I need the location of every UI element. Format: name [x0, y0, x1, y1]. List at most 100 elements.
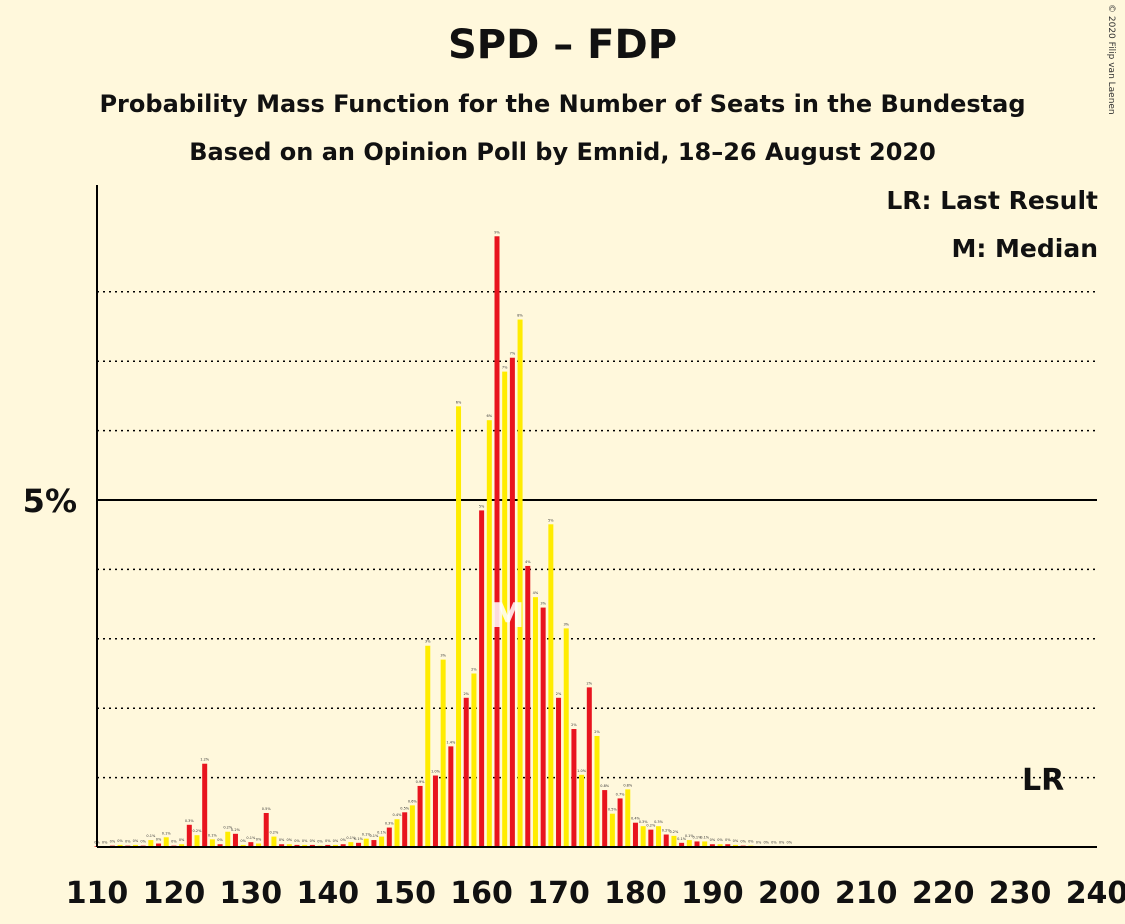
bar	[394, 819, 400, 847]
bar-value-label: 0%	[171, 840, 177, 844]
bar	[586, 687, 592, 847]
bar	[256, 843, 262, 847]
bar	[702, 841, 708, 847]
bar-value-label: 0.3%	[185, 819, 195, 823]
bar	[232, 833, 238, 847]
bar-value-label: 6%	[456, 400, 462, 404]
bar	[148, 840, 154, 847]
bar-value-label: 0%	[740, 840, 746, 844]
median-marker: M	[491, 596, 525, 636]
bar-value-label: 2%	[571, 723, 577, 727]
chart-subtitle-source: Based on an Opinion Poll by Emnid, 18–26…	[189, 138, 936, 166]
x-tick-label: 110	[66, 876, 129, 911]
bar	[594, 735, 600, 847]
bar	[209, 839, 215, 847]
bar-value-label: 0%	[240, 839, 246, 843]
bar-value-label: 0%	[133, 839, 139, 843]
bar-value-label: 0%	[748, 840, 754, 844]
bar-value-label: 0.1%	[246, 836, 256, 840]
bar-value-label: 0%	[140, 840, 146, 844]
bar-value-label: 0.2%	[662, 829, 672, 833]
bar	[432, 775, 438, 847]
bar	[425, 645, 431, 847]
bar	[440, 659, 446, 847]
bar	[340, 844, 346, 847]
bar	[463, 697, 469, 847]
bar-value-label: 4%	[533, 591, 539, 595]
bar-value-label: 0.1%	[369, 834, 379, 838]
bar-value-label: 0%	[156, 838, 162, 842]
bar-value-label: 0.1%	[693, 835, 703, 839]
bar-value-label: 0.2%	[231, 828, 241, 832]
bar-value-label: 0%	[125, 840, 131, 844]
bar-value-label: 0%	[317, 840, 323, 844]
bar-value-label: 0%	[294, 839, 300, 843]
bar	[371, 840, 377, 847]
bar	[571, 729, 577, 847]
bar	[379, 836, 385, 847]
x-tick-labels: 110 120 130 140 150 160 170 180 190 200 210 220 230 2…	[66, 876, 1125, 911]
bar	[717, 844, 723, 847]
bar-value-label: 7%	[502, 366, 508, 370]
bar-value-label: 0.3%	[385, 822, 395, 826]
bar	[325, 844, 331, 847]
bar-value-label: 0.9%	[416, 780, 426, 784]
bar-value-label: 0.1%	[354, 837, 364, 841]
bar-value-label: 2%	[471, 668, 477, 672]
bar-value-label: 0%	[302, 839, 308, 843]
x-tick-label: 240	[1066, 876, 1125, 911]
bar	[679, 842, 685, 847]
bar-value-label: 5%	[479, 504, 485, 508]
bar-value-label: 5%	[548, 518, 554, 522]
bar	[402, 812, 408, 847]
bars	[94, 236, 792, 847]
bar	[179, 844, 185, 847]
bar	[579, 774, 585, 847]
bar-value-label: 0%	[340, 838, 346, 842]
bar	[517, 319, 523, 847]
bar-value-label: 8%	[517, 314, 523, 318]
bar-value-label: 0.1%	[162, 831, 172, 835]
y-tick-label: 5%	[23, 482, 77, 520]
bar-value-label: 0.2%	[193, 829, 203, 833]
bar-value-label: 0.2%	[669, 830, 679, 834]
bar	[217, 844, 223, 847]
bar	[632, 822, 638, 847]
bar-value-label: 0%	[117, 839, 123, 843]
gridlines	[97, 291, 1097, 779]
bar-value-label: 0%	[779, 840, 785, 844]
bar-value-label: 0%	[325, 839, 331, 843]
bar-value-label: 0.1%	[377, 831, 387, 835]
bar	[725, 844, 731, 847]
x-tick-label: 120	[143, 876, 206, 911]
bar	[486, 420, 492, 847]
bar	[656, 826, 662, 847]
bar-value-label: 1.2%	[200, 758, 210, 762]
bar	[532, 597, 538, 847]
bar-value-label: 9%	[494, 230, 500, 234]
bar	[625, 789, 631, 847]
bar	[156, 843, 162, 847]
bar-value-label: 0%	[763, 840, 769, 844]
bar-value-label: 0%	[310, 839, 316, 843]
chart-subtitle: Probability Mass Function for the Number…	[99, 90, 1026, 118]
bar-value-label: 4%	[525, 560, 531, 564]
x-tick-label: 190	[681, 876, 744, 911]
x-tick-label: 230	[989, 876, 1052, 911]
bar	[471, 673, 477, 847]
x-tick-label: 200	[758, 876, 821, 911]
bar-value-label: 0%	[217, 838, 223, 842]
bar	[540, 607, 546, 847]
bar-value-label: 2%	[463, 692, 469, 696]
bar	[248, 842, 254, 847]
bar-value-label: 0%	[256, 838, 262, 842]
bar-value-label: 0.6%	[408, 799, 418, 803]
bar-value-label: 0.7%	[616, 792, 626, 796]
bar-value-label: 0%	[179, 838, 185, 842]
bar-value-label: 0.1%	[677, 837, 687, 841]
bar-value-label: 1.0%	[431, 770, 441, 774]
bar-value-label: 0%	[710, 838, 716, 842]
bar	[225, 831, 231, 847]
bar-value-label: 3%	[440, 654, 446, 658]
